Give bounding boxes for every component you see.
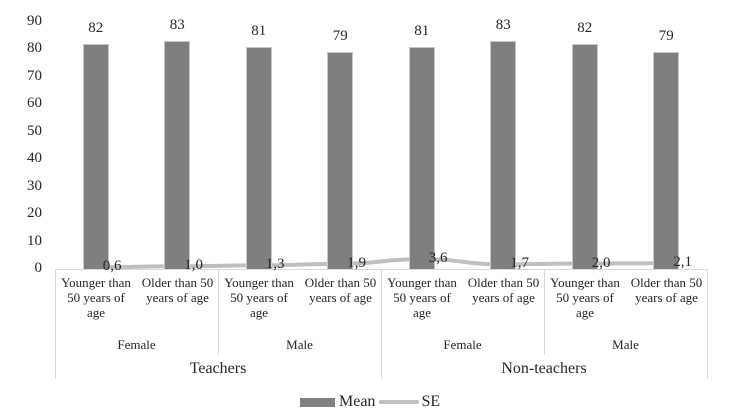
- se-value-label: 1,7: [510, 255, 529, 272]
- se-value-label: 2,1: [673, 254, 692, 271]
- se-value-label: 1,3: [265, 256, 285, 273]
- y-tick-label: 10: [27, 232, 42, 249]
- se-value-label: 1,0: [184, 257, 203, 274]
- y-tick-label: 30: [27, 177, 42, 194]
- category-label: Older than 50 years of age: [467, 275, 540, 305]
- se-value-label: 2,0: [591, 254, 611, 271]
- legend-mean-label: Mean: [339, 393, 376, 410]
- mean-bar: [408, 46, 435, 269]
- mean-bar: [653, 52, 680, 269]
- category-separator: [544, 269, 545, 355]
- gender-group-label: Male: [286, 337, 313, 352]
- mean-bar: [82, 43, 109, 269]
- y-tick-label: 70: [27, 67, 42, 84]
- mean-bar: [490, 41, 517, 269]
- category-label: Younger than 50 years of age: [224, 275, 294, 320]
- y-tick-label: 50: [27, 122, 42, 139]
- mean-value-label: 81: [251, 22, 267, 39]
- se-value-label: 3,6: [428, 250, 448, 267]
- category-label: Younger than 50 years of age: [61, 275, 131, 320]
- top-group-label: Non-teachers: [501, 360, 587, 377]
- gender-group-label: Female: [117, 337, 156, 352]
- mean-value-label: 82: [577, 19, 593, 36]
- mean-value-label: 81: [414, 22, 430, 39]
- se-value-label: 0,6: [102, 258, 122, 275]
- legend-mean-swatch: [300, 397, 335, 407]
- category-separator: [707, 269, 708, 379]
- mean-value-label: 79: [332, 28, 348, 45]
- mean-value-label: 83: [169, 17, 185, 34]
- se-value-label: 1,9: [347, 254, 366, 271]
- category-separator: [55, 269, 56, 379]
- mean-bar: [245, 46, 272, 269]
- y-tick-label: 0: [34, 260, 43, 276]
- mean-bar: [327, 52, 354, 269]
- legend-se-swatch: [379, 400, 420, 404]
- mean-value-label: 82: [88, 19, 104, 36]
- category-label: Younger than 50 years of age: [550, 275, 620, 320]
- category-label: Older than 50 years of age: [304, 275, 377, 305]
- y-tick-label: 90: [27, 13, 42, 29]
- mean-value-label: 79: [658, 28, 674, 45]
- category-separator: [218, 269, 219, 355]
- mean-bar: [164, 41, 191, 269]
- mean-value-label: 83: [495, 17, 511, 34]
- top-group-label: Teachers: [189, 360, 247, 377]
- gender-group-label: Male: [612, 337, 639, 352]
- category-label: Older than 50 years of age: [141, 275, 214, 305]
- y-tick-label: 40: [27, 150, 42, 167]
- category-label: Younger than 50 years of age: [387, 275, 457, 320]
- mean-bar: [571, 43, 598, 269]
- y-tick-label: 20: [27, 205, 42, 222]
- category-separator: [381, 269, 382, 379]
- gender-group-label: Female: [443, 337, 482, 352]
- legend-se-label: SE: [421, 393, 441, 410]
- y-tick-label: 60: [27, 95, 42, 112]
- y-tick-label: 80: [27, 40, 42, 57]
- category-label: Older than 50 years of age: [630, 275, 703, 305]
- legend: Mean SE: [300, 393, 440, 411]
